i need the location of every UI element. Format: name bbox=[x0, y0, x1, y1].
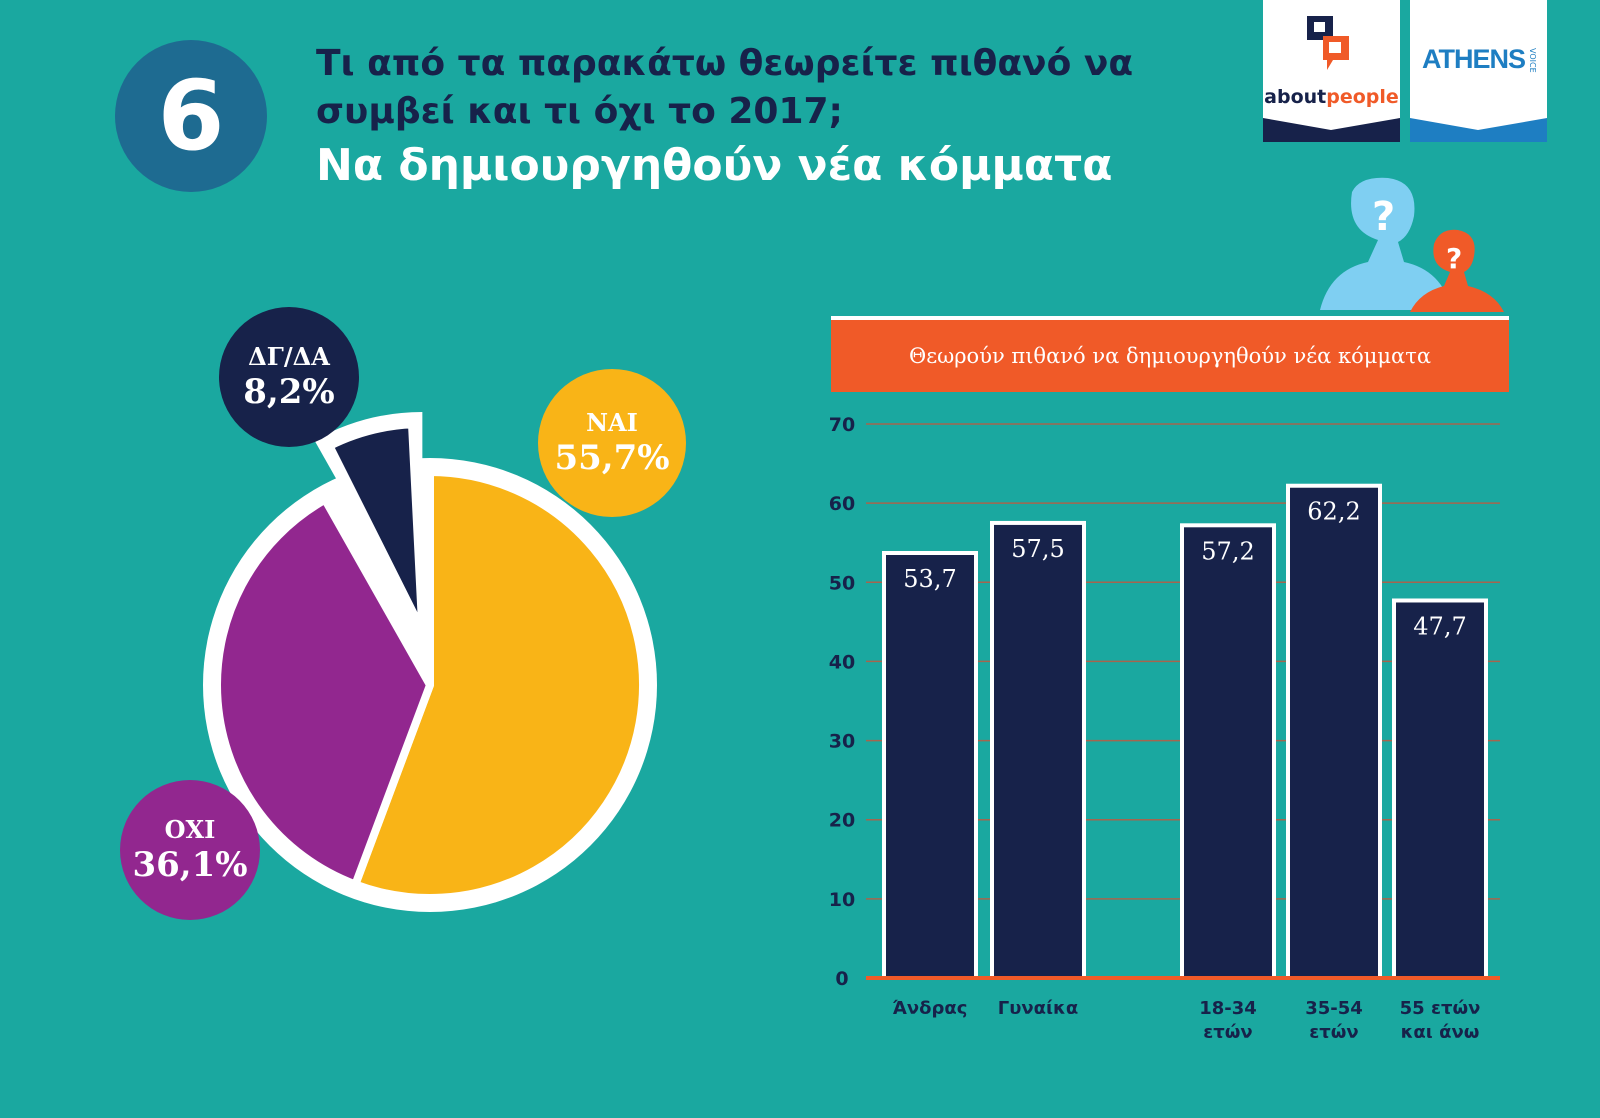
bar bbox=[990, 520, 1086, 981]
pie-slice-dk bbox=[325, 420, 427, 635]
bar bbox=[1180, 523, 1276, 980]
bar-value-label: 53,7 bbox=[903, 565, 956, 593]
pie-label-no-value: 36,1% bbox=[132, 845, 247, 885]
question-subtitle: Να δημιουργηθούν νέα κόμματα bbox=[316, 140, 1113, 191]
x-tick-label: Γυναίκα bbox=[998, 998, 1078, 1019]
pie-label-no-bubble bbox=[120, 780, 260, 920]
svg-text:?: ? bbox=[1446, 242, 1462, 275]
pie-label-no-name: ΟΧΙ bbox=[165, 815, 216, 844]
pie-slice-yes bbox=[351, 468, 647, 902]
bar-value-label: 57,2 bbox=[1201, 537, 1254, 565]
pie-label-dk: ΔΓ/ΔΑ8,2% bbox=[219, 307, 359, 447]
bar bbox=[1286, 483, 1382, 980]
athens-banner-icon bbox=[1410, 118, 1547, 142]
bar bbox=[1392, 598, 1488, 980]
bar-chart: 0 10 20 30 40 50 60 70 53,7 Άνδρας 57,5 Γυναίκα 57,2… bbox=[829, 414, 1500, 1043]
bar-chart-title: Θεωρούν πιθανό να δημιουργηθούν νέα κόμμ… bbox=[831, 316, 1509, 392]
athens-wordmark: ATHENS bbox=[1422, 44, 1526, 74]
y-tick-label: 10 bbox=[829, 889, 855, 911]
y-tick-label: 60 bbox=[829, 493, 855, 515]
x-tick-label: 18-34 bbox=[1199, 998, 1257, 1019]
y-tick-label: 50 bbox=[829, 572, 855, 594]
aboutpeople-logo: aboutpeople bbox=[1263, 0, 1400, 142]
pie-slice-no bbox=[213, 495, 434, 889]
voice-wordmark: VOICE bbox=[1528, 48, 1537, 73]
people-question-icon: ? ? bbox=[1320, 177, 1504, 312]
bar-value-label: 47,7 bbox=[1413, 612, 1466, 640]
pie-label-dk-bubble bbox=[219, 307, 359, 447]
bar bbox=[882, 551, 978, 980]
x-tick-label: 35-54 bbox=[1305, 998, 1363, 1019]
athens-voice-logo: ATHENS VOICE bbox=[1410, 0, 1547, 142]
pie-label-yes-name: ΝΑΙ bbox=[586, 408, 638, 437]
y-tick-label: 20 bbox=[829, 810, 855, 832]
y-tick-label: 40 bbox=[829, 651, 855, 673]
y-tick-label: 30 bbox=[829, 731, 855, 753]
svg-text:?: ? bbox=[1372, 194, 1395, 240]
x-tick-label: και άνω bbox=[1401, 1022, 1480, 1043]
x-tick-label: ετών bbox=[1203, 1022, 1252, 1043]
aboutpeople-mark-icon bbox=[1263, 16, 1400, 142]
x-tick-label: ετών bbox=[1309, 1022, 1358, 1043]
y-tick-label: 70 bbox=[829, 414, 855, 436]
pie-label-yes-value: 55,7% bbox=[554, 438, 669, 478]
pie-label-dk-value: 8,2% bbox=[243, 372, 334, 412]
question-title: Τι από τα παρακάτω θεωρείτε πιθανό να συ… bbox=[316, 43, 1134, 132]
question-number-badge: 6 bbox=[115, 40, 267, 192]
bar-value-label: 57,5 bbox=[1011, 535, 1064, 563]
y-tick-label: 0 bbox=[835, 968, 848, 990]
aboutpeople-wordmark: aboutpeople bbox=[1264, 86, 1399, 108]
x-tick-label: Άνδρας bbox=[893, 998, 968, 1019]
bar-value-label: 62,2 bbox=[1307, 498, 1360, 526]
pie-label-yes-bubble bbox=[538, 369, 686, 517]
pie-label-dk-name: ΔΓ/ΔΑ bbox=[248, 342, 330, 371]
x-tick-label: 55 ετών bbox=[1400, 998, 1481, 1019]
